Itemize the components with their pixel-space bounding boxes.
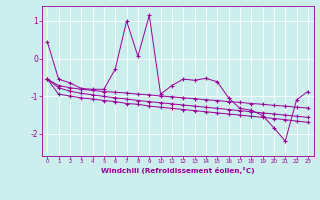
X-axis label: Windchill (Refroidissement éolien,°C): Windchill (Refroidissement éolien,°C) xyxy=(101,167,254,174)
